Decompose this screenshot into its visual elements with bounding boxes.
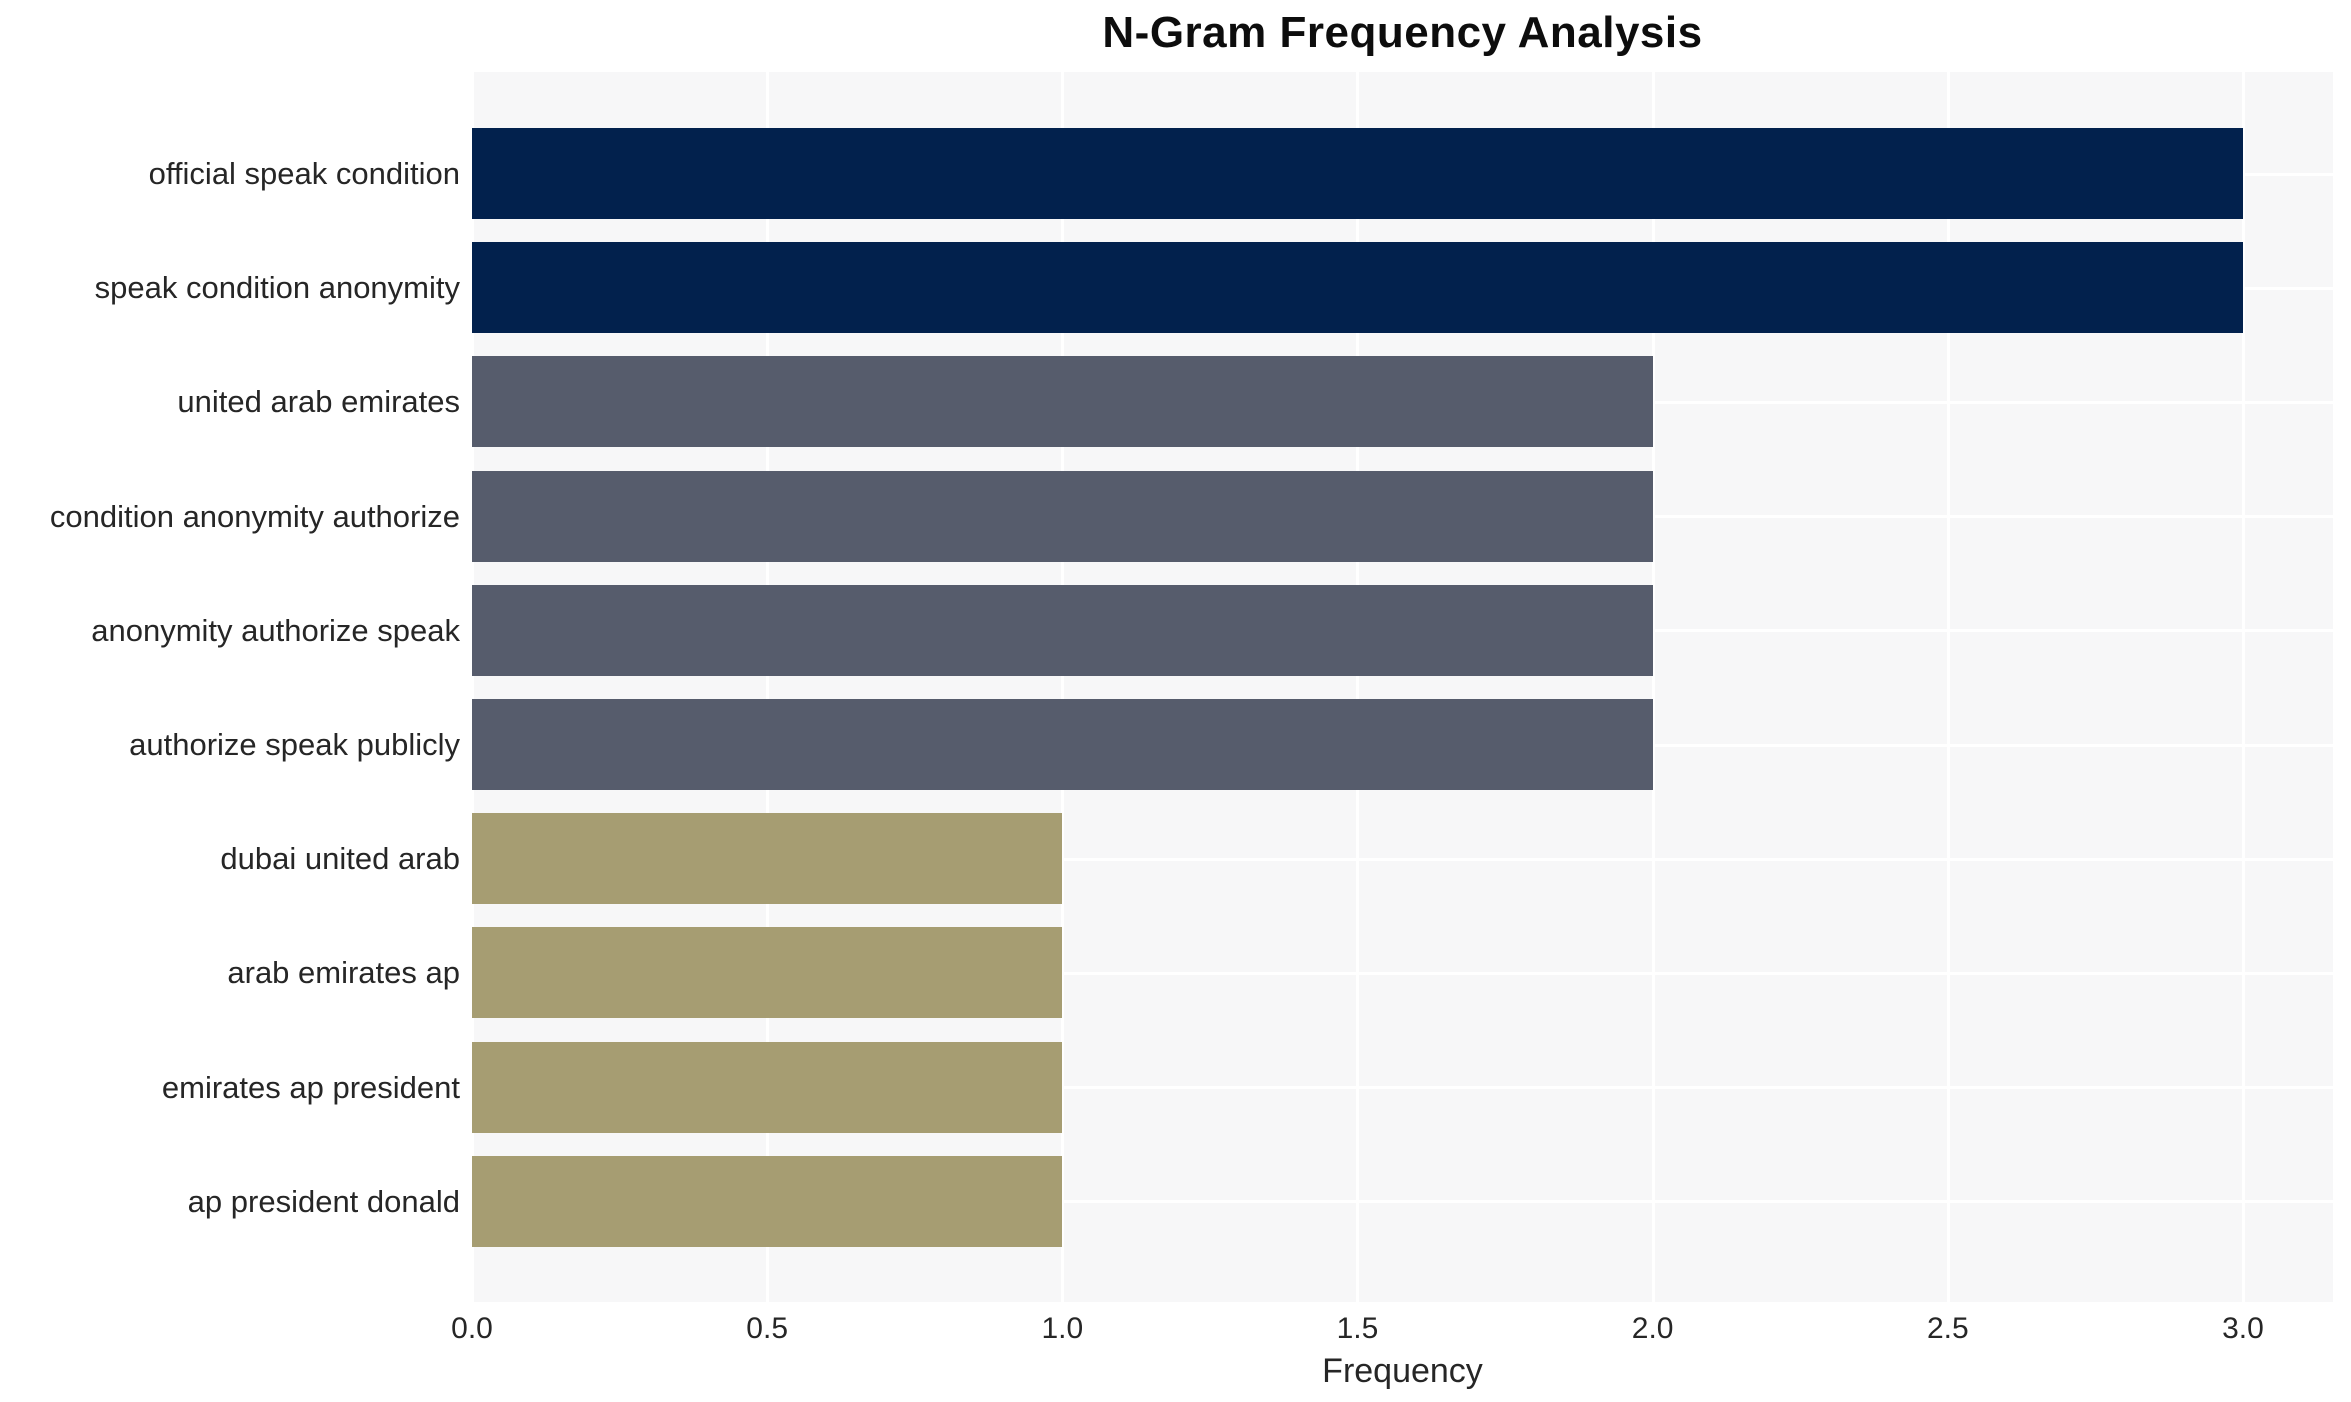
x-tick-label: 0.5 [746,1312,789,1345]
y-category-label: united arab emirates [177,384,460,420]
bar [472,584,1653,676]
plot-area [471,72,2333,1302]
y-category-label: emirates ap president [161,1069,460,1105]
y-category-label: ap president donald [187,1183,460,1219]
y-category-label: authorize speak publicly [129,727,460,762]
gridline-vertical [1061,72,1065,1302]
x-tick-label: 0.0 [451,1312,493,1345]
bar [472,927,1063,1019]
gridline-horizontal [472,1086,2333,1090]
gridline-vertical [1356,72,1360,1302]
gridline-vertical [2241,72,2245,1302]
y-category-label: arab emirates ap [227,955,460,991]
bar [472,356,1653,448]
bar [472,242,2243,334]
chart-title: N-Gram Frequency Analysis [1102,8,1703,57]
bar [472,1155,1063,1247]
gridline-vertical [1651,72,1655,1302]
y-category-label: official speak condition [148,156,460,191]
gridline-horizontal [472,971,2333,975]
y-category-label: dubai united arab [220,841,460,877]
x-axis-title: Frequency [1322,1352,1483,1390]
bar [472,470,1653,562]
x-tick-label: 2.5 [1926,1312,1969,1345]
bar [472,128,2243,219]
gridline-vertical [1946,72,1950,1302]
y-category-label: condition anonymity authorize [49,498,460,534]
x-tick-label: 2.0 [1631,1312,1674,1345]
x-tick-label: 1.5 [1336,1312,1379,1345]
gridline-vertical [766,72,770,1302]
gridline-horizontal [472,857,2333,861]
x-tick-label: 3.0 [2222,1312,2264,1345]
bar [472,813,1063,905]
gridline-vertical [471,72,474,1302]
gridline-horizontal [472,1200,2333,1204]
y-category-label: speak condition anonymity [94,270,460,306]
bar [472,699,1653,790]
y-category-label: anonymity authorize speak [91,612,460,648]
x-tick-label: 1.0 [1041,1312,1084,1345]
bar [472,1041,1063,1133]
